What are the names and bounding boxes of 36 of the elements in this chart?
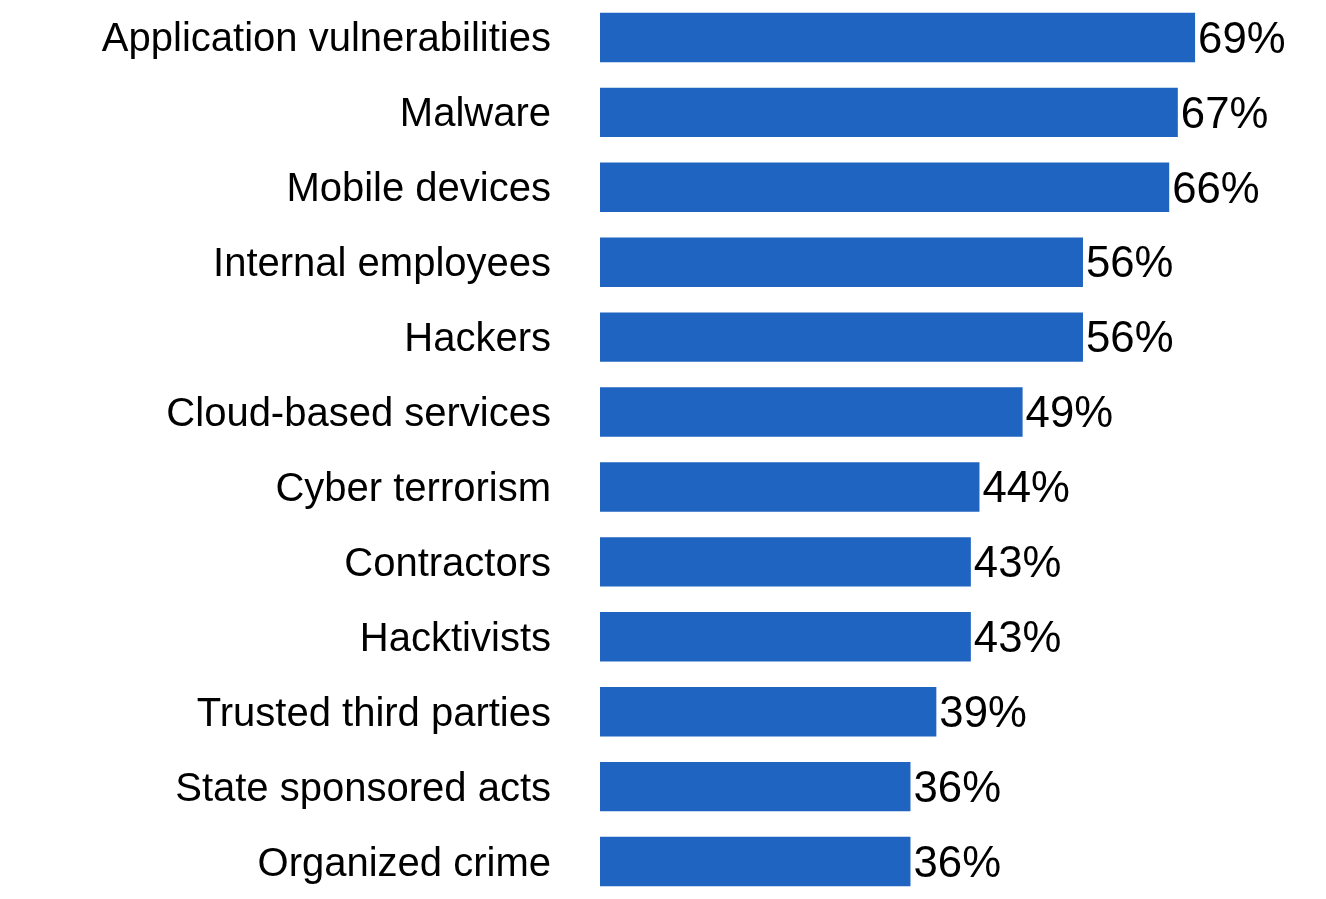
y-tick-label: Contractors	[344, 539, 551, 584]
bar	[600, 312, 1083, 362]
bar	[600, 237, 1083, 287]
bar	[600, 836, 911, 887]
y-tick-label: Cyber terrorism	[275, 464, 551, 509]
bar	[600, 12, 1196, 63]
bar	[600, 87, 1178, 138]
y-tick-label: Trusted third parties	[196, 689, 551, 734]
y-tick-label: Application vulnerabilities	[101, 15, 551, 60]
bar	[600, 462, 980, 512]
y-tick-label: Malware	[399, 90, 551, 135]
data-label: 36%	[913, 836, 1002, 886]
bar	[600, 162, 1170, 213]
data-label: 69%	[1198, 12, 1286, 62]
data-label: 39%	[939, 686, 1027, 736]
bar	[600, 761, 911, 812]
bar	[600, 537, 971, 587]
y-tick-label: Organized crime	[257, 839, 551, 884]
data-label: 56%	[1085, 237, 1174, 287]
data-label: 43%	[973, 612, 1062, 661]
bar	[600, 387, 1023, 437]
data-label: 67%	[1180, 87, 1269, 137]
y-tick-label: Cloud-based services	[166, 390, 551, 435]
bar	[600, 612, 971, 662]
bar	[600, 686, 937, 737]
y-tick-label: Internal employees	[213, 240, 551, 285]
data-label: 36%	[913, 761, 1002, 811]
y-tick-label: State sponsored acts	[175, 764, 551, 809]
y-tick-label: Mobile devices	[286, 165, 551, 210]
data-label: 56%	[1085, 312, 1174, 362]
data-label: 44%	[982, 462, 1070, 512]
data-label: 43%	[973, 537, 1062, 587]
y-tick-label: Hackers	[404, 315, 551, 360]
data-label: 66%	[1172, 162, 1260, 212]
y-tick-label: Hacktivists	[359, 614, 551, 659]
data-label: 49%	[1025, 387, 1114, 437]
